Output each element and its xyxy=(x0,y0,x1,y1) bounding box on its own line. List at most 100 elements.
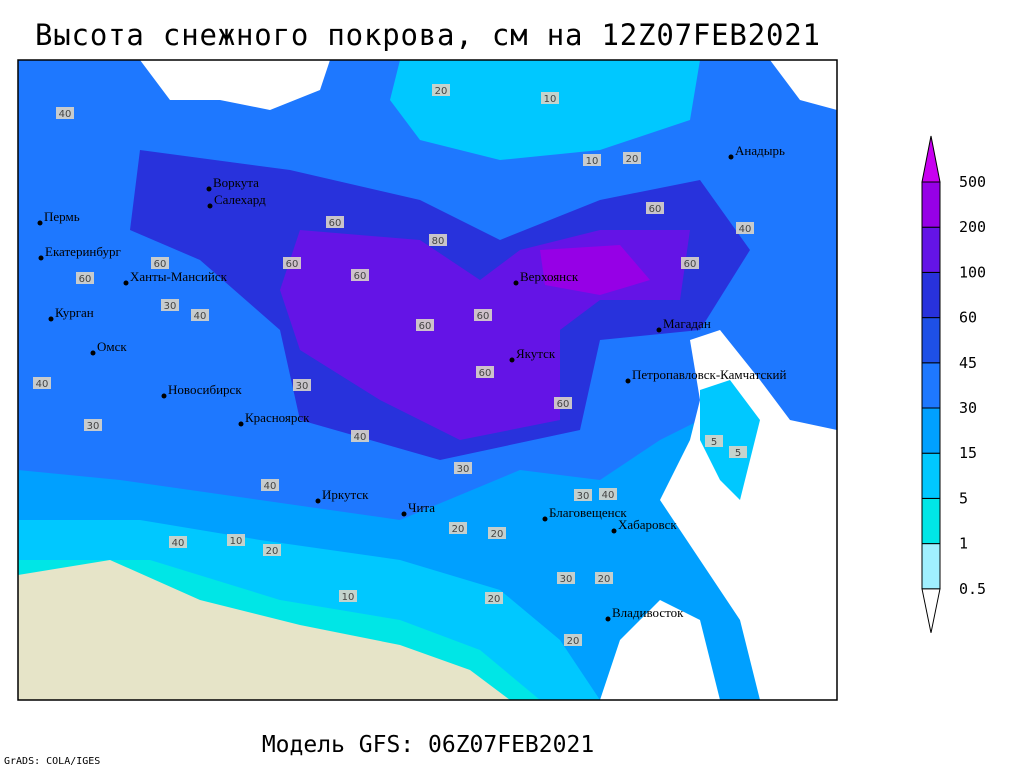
contour-label-box xyxy=(454,462,472,474)
city-dot xyxy=(315,498,321,504)
city-label: Салехард xyxy=(214,192,266,207)
contour-label-text: 20 xyxy=(435,86,448,97)
contour-label: 40 xyxy=(736,222,754,235)
contour-label-box xyxy=(261,479,279,491)
contour-label-text: 20 xyxy=(491,529,504,540)
contour-label-text: 60 xyxy=(557,399,570,410)
contour-label-text: 30 xyxy=(577,491,590,502)
contour-label-text: 30 xyxy=(164,301,177,312)
contour-label-text: 40 xyxy=(354,432,367,443)
city-label: Благовещенск xyxy=(549,505,627,520)
legend-swatch xyxy=(921,271,941,319)
contour-label-box xyxy=(339,590,357,602)
contour-label-box xyxy=(432,84,450,96)
contour-label-box xyxy=(227,534,245,546)
contour-label-text: 60 xyxy=(479,368,492,379)
contour-label: 30 xyxy=(161,299,179,312)
contour-label-box xyxy=(263,544,281,556)
contour-label-text: 60 xyxy=(286,259,299,270)
city-label: Магадан xyxy=(663,316,711,331)
contour-label-box xyxy=(474,309,492,321)
contour-label: 20 xyxy=(564,634,582,647)
city-label: Владивосток xyxy=(612,605,684,620)
contour-label: 20 xyxy=(488,527,506,540)
ne-ocean xyxy=(770,60,837,110)
contour-label-text: 40 xyxy=(59,109,72,120)
contour-label-box xyxy=(541,92,559,104)
contour-label-box xyxy=(429,234,447,246)
legend-label: 15 xyxy=(959,444,977,462)
contour-label-text: 20 xyxy=(626,154,639,165)
legend-label: 1 xyxy=(959,535,968,553)
city-dot xyxy=(38,255,44,261)
city-dot xyxy=(509,357,515,363)
contour-label: 10 xyxy=(339,590,357,603)
contour-label-text: 60 xyxy=(329,218,342,229)
legend-swatch xyxy=(921,226,941,273)
arctic-ice xyxy=(390,60,700,160)
legend-label: 100 xyxy=(959,263,986,281)
contour-label: 40 xyxy=(599,488,617,501)
city-label: Чита xyxy=(408,500,435,515)
contour-label-box xyxy=(681,257,699,269)
contour-label-box xyxy=(595,572,613,584)
contour-label: 40 xyxy=(261,479,279,492)
contour-label: 20 xyxy=(432,84,450,97)
contour-label-box xyxy=(416,319,434,331)
contour-label-text: 60 xyxy=(354,271,367,282)
contour-label-box xyxy=(84,419,102,431)
contour-label: 30 xyxy=(454,462,472,475)
city-dot xyxy=(542,516,548,522)
city-dot xyxy=(37,220,43,226)
contour-label-text: 80 xyxy=(432,236,445,247)
city-dot xyxy=(206,186,212,192)
title: Высота снежного покрова, см на 12Z07FEB2… xyxy=(35,18,820,52)
legend-arrow-low xyxy=(921,588,941,633)
contour-label-text: 20 xyxy=(598,574,611,585)
contour-label: 60 xyxy=(474,309,492,322)
contour-label-box xyxy=(191,309,209,321)
kara-sea xyxy=(140,60,330,110)
contour-label: 40 xyxy=(169,536,187,549)
contour-label-box xyxy=(293,379,311,391)
contour-label-text: 30 xyxy=(296,381,309,392)
legend-swatch xyxy=(921,362,941,409)
contour-label: 30 xyxy=(557,572,575,585)
contour-label-text: 10 xyxy=(342,592,355,603)
contour-label-text: 10 xyxy=(230,536,243,547)
contour-label-text: 5 xyxy=(711,437,717,448)
contour-label: 80 xyxy=(429,234,447,247)
city-label: Курган xyxy=(55,305,94,320)
contour-label-text: 40 xyxy=(36,379,49,390)
contour-label-text: 30 xyxy=(560,574,573,585)
contour-label-box xyxy=(705,435,723,447)
contour-label-text: 30 xyxy=(457,464,470,475)
sea-okhotsk xyxy=(700,380,760,500)
city-dot xyxy=(611,528,617,534)
contour-label: 30 xyxy=(574,489,592,502)
contour-label-box xyxy=(488,527,506,539)
contour-label: 60 xyxy=(416,319,434,332)
contour-label-text: 40 xyxy=(739,224,752,235)
contour-label-box xyxy=(476,366,494,378)
city-label: Анадырь xyxy=(735,143,785,158)
city-dot xyxy=(513,280,519,286)
contour-label: 20 xyxy=(263,544,281,557)
legend-label: 60 xyxy=(959,309,977,327)
city-dot xyxy=(401,511,407,517)
bare-ground xyxy=(18,560,510,700)
city-dot xyxy=(123,280,129,286)
city-label: Воркута xyxy=(213,175,259,190)
legend-arrow-high xyxy=(921,135,941,183)
contour-label-text: 10 xyxy=(586,156,599,167)
contour-label-text: 60 xyxy=(477,311,490,322)
contour-label: 60 xyxy=(646,202,664,215)
legend-swatch xyxy=(921,317,941,364)
contour-label-text: 60 xyxy=(154,259,167,270)
city-label: Екатеринбург xyxy=(45,244,121,259)
contour-label-box xyxy=(583,154,601,166)
contour-label-text: 20 xyxy=(452,524,465,535)
legend-swatch xyxy=(921,497,941,545)
city-dot xyxy=(625,378,631,384)
